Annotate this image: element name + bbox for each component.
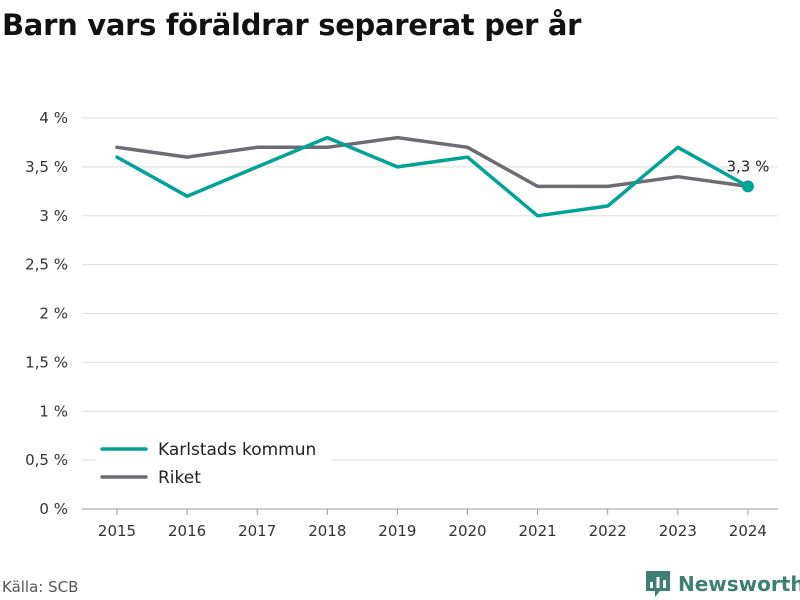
data-point-marker [741, 180, 754, 193]
y-tick-label: 0,5 % [25, 451, 68, 469]
x-tick-label: 2022 [589, 522, 627, 540]
source-note: Källa: SCB [2, 578, 79, 596]
x-tick-label: 2020 [448, 522, 486, 540]
x-tick-label: 2021 [519, 522, 557, 540]
series-line-1 [115, 135, 750, 218]
chart-title: Barn vars föräldrar separerat per år [2, 8, 582, 42]
x-tick-label: 2018 [308, 522, 346, 540]
legend-background [96, 431, 332, 495]
brand-name: Newsworthy [678, 572, 800, 596]
y-tick-label: 2 % [39, 305, 68, 323]
y-tick-label: 3,5 % [25, 158, 68, 176]
x-tick-label: 2023 [659, 522, 697, 540]
y-tick-label: 2,5 % [25, 256, 68, 274]
x-tick-label: 2015 [98, 522, 136, 540]
x-tick-label: 2016 [168, 522, 206, 540]
brand-logo[interactable]: Newsworthy [644, 569, 800, 599]
y-tick-label: 1,5 % [25, 353, 68, 371]
legend-label-2: Riket [158, 468, 201, 488]
y-tick-label: 1 % [39, 402, 68, 420]
bar-chart-speech-bubble-icon [646, 571, 670, 597]
x-tick-label: 2017 [238, 522, 276, 540]
data-label: 3,3 % [726, 157, 769, 175]
y-tick-label: 0 % [39, 500, 68, 518]
x-tick-label: 2019 [378, 522, 416, 540]
x-tick-label: 2024 [729, 522, 767, 540]
series-line-2 [115, 135, 750, 189]
legend-label-1: Karlstads kommun [158, 440, 316, 460]
y-tick-label: 4 % [39, 109, 68, 127]
y-tick-label: 3 % [39, 207, 68, 225]
